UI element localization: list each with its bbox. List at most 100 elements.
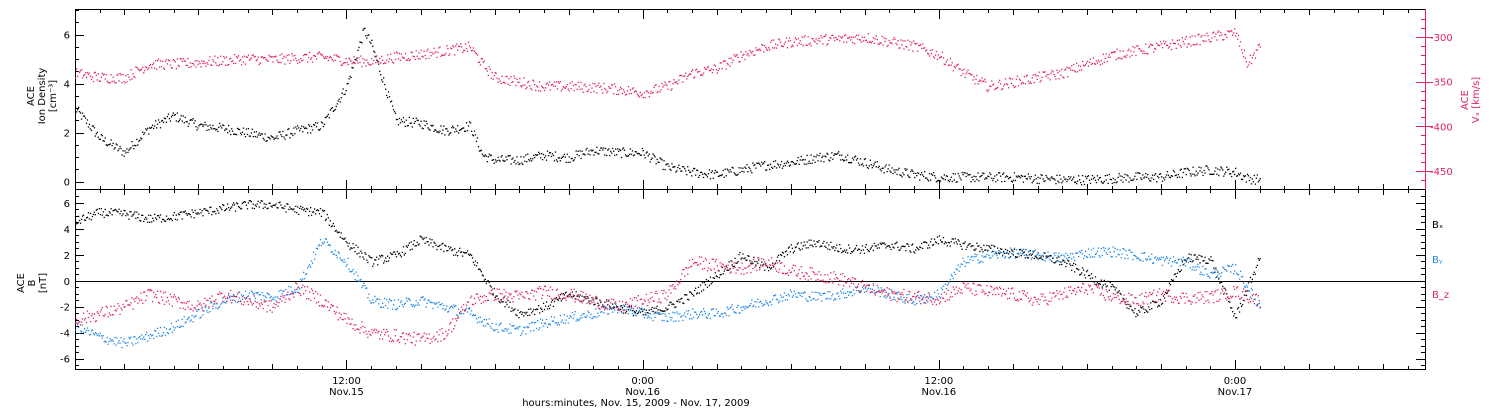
ion-density-series-point [550, 155, 553, 158]
by-series-point [249, 298, 251, 300]
top-right-axis-title-line-1: ACE [1460, 90, 1471, 110]
vx-series-point [747, 52, 749, 55]
ion-density-series-point [103, 140, 105, 142]
vx-series-point [153, 62, 155, 64]
ion-density-series-point [170, 116, 173, 118]
vx-series-point [1041, 76, 1043, 79]
ion-density-series-point [289, 137, 291, 139]
by-series-point [204, 305, 206, 308]
vx-series-point [126, 81, 128, 83]
vx-series-point [1050, 72, 1052, 74]
bx-series-point [1167, 290, 1170, 292]
bx-series-point [1212, 260, 1214, 262]
ion-density-series-point [1046, 176, 1048, 178]
vx-series-point [993, 83, 995, 85]
ion-density-series-point [927, 178, 929, 181]
by-series-point [933, 291, 936, 293]
ion-density-series-point [850, 162, 853, 164]
bx-series-point [1033, 257, 1035, 260]
ion-density-series-point [1004, 176, 1007, 178]
by-series-point [801, 295, 803, 298]
by-series-point [678, 320, 680, 322]
by-series-point [261, 292, 263, 294]
bx-series-point [1176, 272, 1178, 274]
vx-series-point [912, 50, 914, 52]
by-series-point [81, 324, 84, 326]
vx-series-point [995, 87, 997, 90]
bx-series-point [640, 308, 642, 310]
ion-density-series-point [307, 132, 309, 134]
bx-series-point [568, 293, 570, 296]
vx-series-point [630, 92, 633, 95]
bx-series-point [1132, 310, 1134, 312]
by-series-point [674, 312, 676, 314]
vx-series-point [428, 57, 430, 59]
vx-series-point [955, 65, 957, 67]
bx-series-point [400, 256, 403, 258]
bx-series-point [1054, 262, 1056, 264]
by-series-point [165, 328, 168, 330]
bx-series-point [409, 249, 411, 251]
ion-density-series-point [282, 130, 284, 133]
vx-series-point [1141, 50, 1143, 52]
vx-series-point [578, 86, 580, 88]
bx-series-point [936, 236, 939, 238]
ion-density-series-point [429, 129, 431, 131]
by-series-point [696, 317, 699, 319]
ion-density-series-point [1240, 178, 1243, 180]
ion-density-series-point [286, 134, 288, 136]
vx-series-point [961, 69, 963, 71]
ion-density-series-point [1117, 176, 1119, 179]
ion-density-series-point [612, 147, 614, 150]
vx-series-point [1074, 70, 1076, 72]
vx-series-point [596, 92, 598, 94]
bx-series-point [1213, 267, 1215, 269]
ion-density-series-point [456, 130, 458, 132]
vx-series-point [469, 47, 472, 49]
bx-series-point [483, 279, 485, 281]
bx-series-point [142, 214, 144, 216]
ion-density-series-point [885, 164, 887, 166]
bx-series-point [98, 208, 100, 210]
ion-density-series-point [83, 115, 86, 117]
ion-density-series-point [423, 120, 425, 122]
ion-density-series-point [1064, 178, 1066, 180]
by-series-point [337, 251, 339, 253]
ion-density-series-point [704, 173, 707, 175]
bx-series-point [892, 246, 894, 248]
vx-series-point [141, 68, 143, 70]
bx-series-point [1138, 309, 1140, 312]
bx-series-point [930, 238, 933, 240]
bx-series-point [448, 246, 450, 248]
ion-density-series-point [830, 157, 832, 159]
by-series-point [143, 336, 145, 338]
by-series-point [1055, 252, 1057, 254]
by-series-point [894, 299, 896, 301]
ion-density-series-point [354, 59, 356, 61]
by-series-point [311, 262, 314, 264]
bx-series-point [639, 311, 641, 313]
bx-series-point [643, 308, 645, 310]
ion-density-series-point [1176, 176, 1178, 179]
by-series-point [547, 323, 550, 325]
ion-density-series-point [1173, 171, 1176, 173]
ion-density-series-point [1165, 174, 1168, 176]
ion-density-series-point [107, 144, 109, 146]
bx-series-point [411, 248, 413, 250]
ion-density-series-point [534, 156, 536, 159]
by-series-point [131, 342, 133, 344]
by-series-point [336, 257, 338, 259]
bx-series-point [894, 243, 896, 245]
by-series-point [615, 303, 617, 305]
ion-density-series-point [201, 123, 203, 126]
vx-series-point [387, 61, 390, 63]
by-series-point [987, 250, 989, 252]
vx-series-point [1028, 82, 1030, 85]
by-series-point [621, 308, 624, 310]
vx-series-point [1181, 37, 1183, 39]
vx-series-point [397, 58, 400, 60]
ion-density-series-point [1204, 172, 1206, 174]
vx-series-point [600, 85, 602, 87]
bx-series-point [109, 212, 111, 214]
bx-series-point [376, 256, 378, 258]
